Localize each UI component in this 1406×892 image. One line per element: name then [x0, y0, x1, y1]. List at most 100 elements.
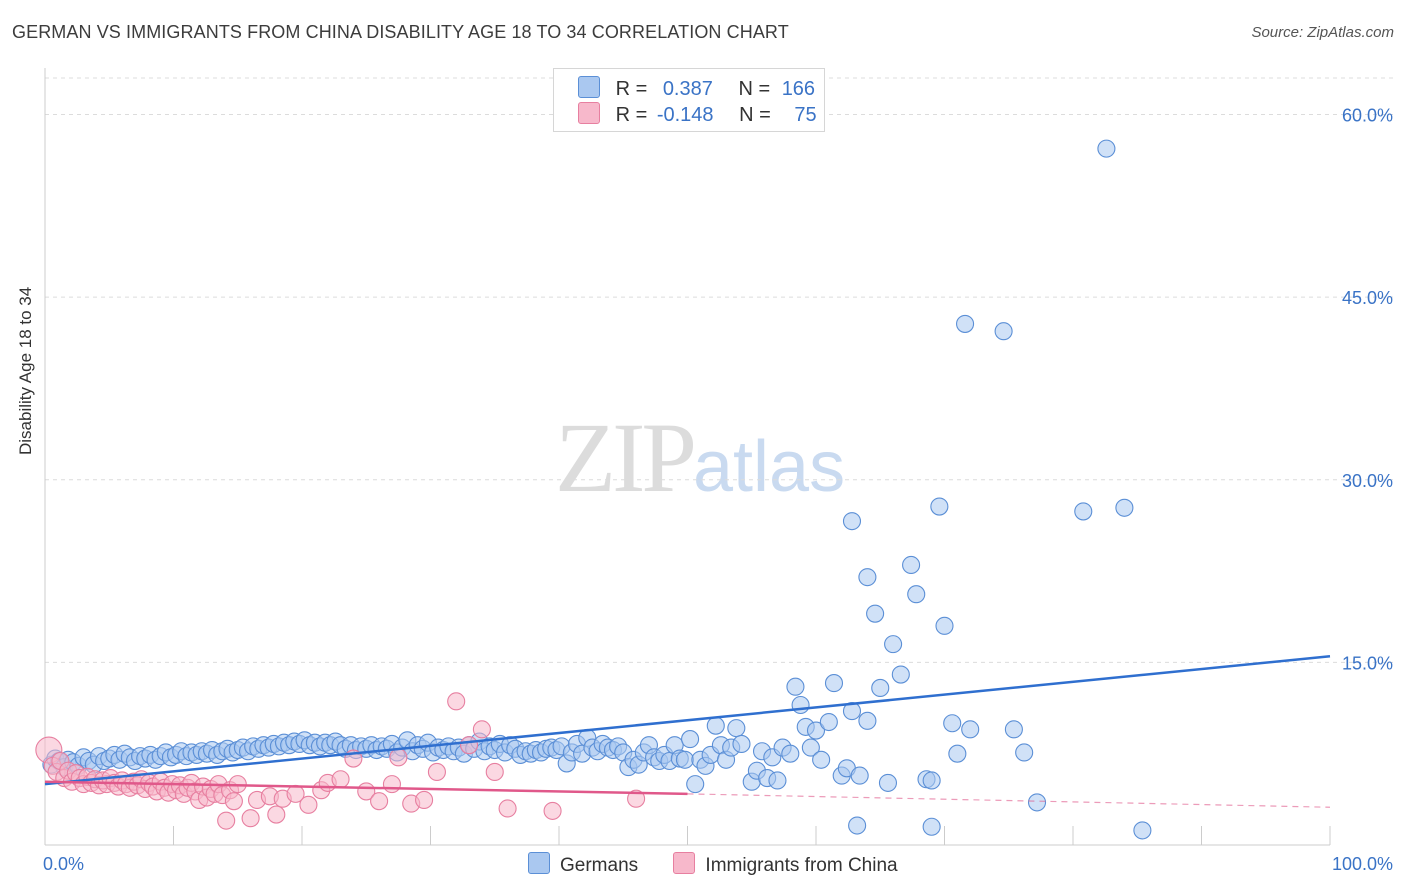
- y-tick-label-45: 45.0%: [1342, 288, 1393, 308]
- german-point-169: [948, 744, 967, 763]
- legend-row-china: R = -0.148 N = 75: [578, 102, 817, 126]
- chart-title: GERMAN VS IMMIGRANTS FROM CHINA DISABILI…: [12, 22, 789, 42]
- german-point-172: [994, 322, 1013, 341]
- germans-legend-swatch: [528, 852, 550, 874]
- source-label: Source: ZipAtlas.com: [1251, 24, 1394, 41]
- china-point-73: [543, 801, 562, 820]
- china-point-71: [485, 762, 504, 782]
- german-point-134: [727, 719, 746, 738]
- german-point-168: [935, 616, 954, 635]
- china-point-48: [224, 792, 243, 811]
- german-point-163: [902, 555, 921, 575]
- german-point-144: [786, 677, 805, 696]
- germans-trend-line: [44, 655, 1331, 786]
- china-point-53: [267, 805, 286, 824]
- china-r-value: -0.148: [656, 104, 714, 126]
- y-tick-label-60: 60.0%: [1342, 106, 1393, 126]
- china-point-56: [299, 795, 318, 814]
- x-tick-label-100: 100.0%: [1332, 854, 1393, 874]
- german-point-157: [871, 678, 890, 697]
- german-point-167: [930, 497, 949, 516]
- german-point-182: [848, 816, 867, 835]
- german-point-162: [891, 665, 910, 684]
- legend-item-germans[interactable]: Germans: [528, 852, 638, 877]
- watermark: ZIPatlas: [555, 400, 845, 515]
- german-point-170: [956, 314, 975, 333]
- china-trend-extension: [687, 793, 1331, 808]
- china-point-74: [627, 789, 646, 808]
- x-tick-label-0: 0.0%: [43, 854, 84, 874]
- german-point-149: [812, 750, 831, 769]
- german-point-174: [1015, 743, 1034, 762]
- german-point-147: [801, 738, 820, 757]
- china-point-50: [241, 809, 260, 828]
- germans-n-value: 166: [781, 78, 816, 100]
- german-point-151: [824, 674, 844, 693]
- german-point-183: [922, 817, 941, 836]
- china-n-value: 75: [794, 104, 817, 126]
- germans-legend-label: Germans: [560, 855, 639, 876]
- china-point-68: [447, 692, 466, 711]
- y-tick-label-15: 15.0%: [1342, 653, 1393, 673]
- german-point-126: [686, 775, 705, 794]
- german-point-150: [819, 712, 838, 732]
- german-point-156: [858, 711, 877, 730]
- german-point-141: [768, 771, 787, 790]
- china-point-63: [382, 775, 402, 794]
- grid-lines: [45, 77, 1395, 663]
- germans-points: [42, 139, 1152, 840]
- china-point-70: [472, 720, 491, 739]
- legend-item-china[interactable]: Immigrants from China: [673, 852, 898, 877]
- axes: [44, 68, 1331, 846]
- china-point-72: [498, 799, 517, 818]
- german-point-135: [732, 734, 751, 754]
- china-point-62: [370, 792, 389, 811]
- german-point-179: [1133, 821, 1152, 840]
- china-point-59: [331, 770, 350, 789]
- german-point-155: [850, 766, 869, 785]
- german-point-177: [1097, 139, 1116, 158]
- germans-r-value: 0.387: [662, 78, 713, 100]
- legend-row-germans: R = 0.387 N = 166: [578, 76, 815, 100]
- germans-swatch: [578, 76, 600, 98]
- germans-n-label: N =: [738, 78, 771, 100]
- china-trend-line: [44, 780, 688, 796]
- german-point-148: [806, 721, 826, 740]
- german-point-130: [706, 716, 725, 735]
- german-point-178: [1115, 498, 1134, 517]
- correlation-legend: R = 0.387 N = 166 R = -0.148 N = 75: [553, 68, 825, 132]
- trend-lines: [44, 655, 1331, 808]
- china-legend-label: Immigrants from China: [705, 855, 898, 876]
- china-point-67: [427, 762, 446, 782]
- german-point-143: [781, 744, 800, 763]
- german-point-158: [878, 773, 898, 792]
- german-point-160: [866, 604, 885, 623]
- german-point-124: [675, 750, 694, 769]
- german-point-176: [1074, 502, 1093, 521]
- watermark-atlas: atlas: [693, 427, 846, 507]
- germans-r-label: R =: [615, 78, 648, 100]
- german-point-159: [884, 635, 903, 654]
- german-point-166: [922, 771, 941, 790]
- german-point-164: [907, 585, 926, 604]
- german-point-171: [961, 720, 980, 739]
- german-point-145: [791, 695, 810, 715]
- watermark-zip: ZIP: [555, 402, 697, 513]
- china-swatch: [578, 102, 600, 124]
- china-point-66: [415, 790, 434, 810]
- german-point-154: [842, 702, 862, 721]
- tick-labels: 15.0% 30.0% 45.0% 60.0% 0.0% 100.0%: [43, 106, 1393, 874]
- china-n-label: N =: [739, 104, 771, 126]
- china-legend-swatch: [673, 852, 696, 874]
- german-point-181: [842, 512, 862, 531]
- china-point-64: [389, 748, 408, 767]
- german-point-173: [1004, 720, 1023, 739]
- y-tick-label-30: 30.0%: [1342, 471, 1393, 491]
- y-axis-label: Disability Age 18 to 34: [16, 286, 35, 455]
- german-point-175: [1027, 793, 1047, 812]
- german-point-180: [943, 714, 962, 733]
- china-point-46: [217, 811, 236, 830]
- german-point-125: [681, 730, 700, 749]
- series-legend: Germans Immigrants from China: [528, 852, 928, 877]
